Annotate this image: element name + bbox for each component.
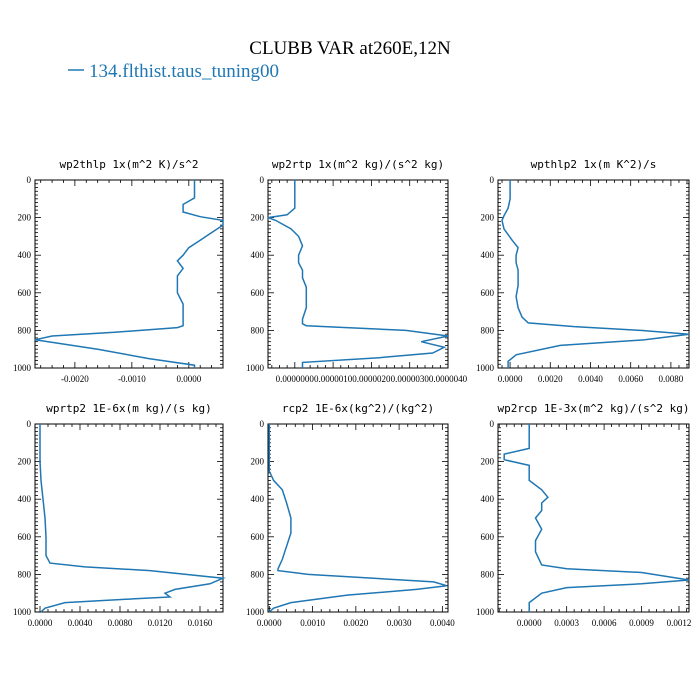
y-tick-label: 800 <box>481 569 495 579</box>
y-tick-label: 400 <box>251 494 265 504</box>
x-tick-label: 0.0040 <box>578 374 603 384</box>
y-tick-label: 1000 <box>476 607 495 617</box>
x-tick-label: 0.0000000 <box>276 374 315 384</box>
y-tick-label: 200 <box>251 457 265 467</box>
series-line <box>268 424 447 613</box>
x-tick-label: 0.0012 <box>667 618 692 628</box>
y-tick-label: 1000 <box>13 363 32 373</box>
plot-frame <box>267 423 449 613</box>
x-tick-label: 0.0120 <box>148 618 173 628</box>
x-tick-label: 0.0000 <box>517 618 542 628</box>
y-tick-label: 400 <box>18 494 32 504</box>
y-tick-label: 600 <box>251 288 265 298</box>
panel-title: wp2rtp 1x(m^2 kg)/(s^2 kg) <box>272 158 444 171</box>
x-tick-label: 0.0160 <box>188 618 213 628</box>
panel-title: rcp2 1E-6x(kg^2)/(kg^2) <box>282 402 434 415</box>
x-tick-label: 0.0000010 <box>314 374 353 384</box>
plot-frame <box>34 179 224 369</box>
panel-5: rcp2 1E-6x(kg^2)/(kg^2) 0 200 400 600 800 1000… <box>246 402 455 628</box>
panel-1: wp2thlp 1x(m^2 K)/s^2 0 200 400 600 800 1000 -0… <box>13 158 224 384</box>
y-tick-label: 200 <box>18 213 32 223</box>
y-tick-label: 200 <box>18 457 32 467</box>
y-tick-label: 400 <box>481 250 495 260</box>
y-tick-label: 1000 <box>246 607 265 617</box>
x-tick-label: 0.0020 <box>538 374 563 384</box>
y-tick-label: 600 <box>481 532 495 542</box>
panel-3: wpthlp2 1x(m K^2)/s020040060080010000.00… <box>476 158 690 384</box>
panel-2: wp2rtp 1x(m^2 kg)/(s^2 kg) 0 200 400 600 800 1… <box>246 158 468 384</box>
y-tick-label: 400 <box>251 250 265 260</box>
y-tick-label: 0 <box>27 419 32 429</box>
y-tick-label: 600 <box>481 288 495 298</box>
panel-title: wpthlp2 1x(m K^2)/s <box>531 158 657 171</box>
y-tick-label: 800 <box>18 325 32 335</box>
y-tick-label: 400 <box>18 250 32 260</box>
y-tick-label: 200 <box>481 213 495 223</box>
x-tick-label: 0.0000 <box>498 374 523 384</box>
x-tick-label: 0.0000 <box>28 618 53 628</box>
x-tick-label: 0.0080 <box>659 374 684 384</box>
y-tick-label: 600 <box>18 532 32 542</box>
series-line <box>39 424 226 613</box>
x-tick-label: 0.0000030 <box>391 374 430 384</box>
x-tick-label: 0.0030 <box>387 618 412 628</box>
y-tick-label: 0 <box>260 419 265 429</box>
x-tick-label: 0.0000040 <box>429 374 468 384</box>
y-tick-label: 0 <box>490 175 495 185</box>
panel-title: wp2rcp 1E-3x(m^2 kg)/(s^2 kg) <box>497 402 689 415</box>
x-tick-label: 0.0060 <box>618 374 643 384</box>
x-tick-label: 0.0020 <box>343 618 368 628</box>
figure-title: CLUBB VAR at260E,12N <box>249 38 451 59</box>
x-tick-label: 0.0000 <box>257 618 282 628</box>
panel-title: wp2thlp 1x(m^2 K)/s^2 <box>59 158 198 171</box>
series-line <box>501 180 690 368</box>
plot-frame <box>497 179 690 369</box>
y-tick-label: 1000 <box>13 607 32 617</box>
panel-title: wprtp2 1E-6x(m kg)/(s kg) <box>46 402 212 415</box>
y-tick-label: 1000 <box>476 363 495 373</box>
y-tick-label: 800 <box>251 325 265 335</box>
y-tick-label: 200 <box>251 213 265 223</box>
series-line <box>34 180 224 368</box>
y-tick-label: 800 <box>18 569 32 579</box>
x-tick-label: 0.0003 <box>554 618 579 628</box>
panel-6: wp2rcp 1E-3x(m^2 kg)/(s^2 kg)0 200 400 600 8… <box>476 402 691 628</box>
y-tick-label: 800 <box>251 569 265 579</box>
x-tick-label: 0.0080 <box>108 618 133 628</box>
legend-label: 134.flthist.taus_tuning00 <box>89 61 279 82</box>
x-tick-label: 0.0010 <box>300 618 325 628</box>
x-tick-label: 0.0040 <box>430 618 455 628</box>
y-tick-label: 0 <box>490 419 495 429</box>
x-tick-label: 0.0000 <box>176 374 201 384</box>
y-tick-label: 0 <box>260 175 265 185</box>
y-tick-label: 1000 <box>246 363 265 373</box>
x-tick-label: 0.0040 <box>68 618 93 628</box>
y-tick-label: 0 <box>27 175 32 185</box>
x-tick-label: -0.0010 <box>118 374 146 384</box>
y-tick-label: 600 <box>251 532 265 542</box>
plot-frame <box>34 423 224 613</box>
y-tick-label: 800 <box>481 325 495 335</box>
x-tick-label: 0.0006 <box>592 618 617 628</box>
y-tick-label: 600 <box>18 288 32 298</box>
panel-4: wprtp2 1E-6x(m kg)/(s kg) 0 200 400 600 800 10… <box>13 402 226 628</box>
x-tick-label: 0.0000020 <box>352 374 391 384</box>
x-tick-label: -0.0020 <box>61 374 89 384</box>
y-tick-label: 400 <box>481 494 495 504</box>
series-line <box>267 180 449 368</box>
panels-grid: wp2thlp 1x(m^2 K)/s^2 0 200 400 600 800 1000 -0… <box>13 158 691 628</box>
y-tick-label: 200 <box>481 457 495 467</box>
plot-frame <box>497 423 690 613</box>
x-tick-label: 0.0009 <box>629 618 654 628</box>
series-line <box>503 424 690 612</box>
